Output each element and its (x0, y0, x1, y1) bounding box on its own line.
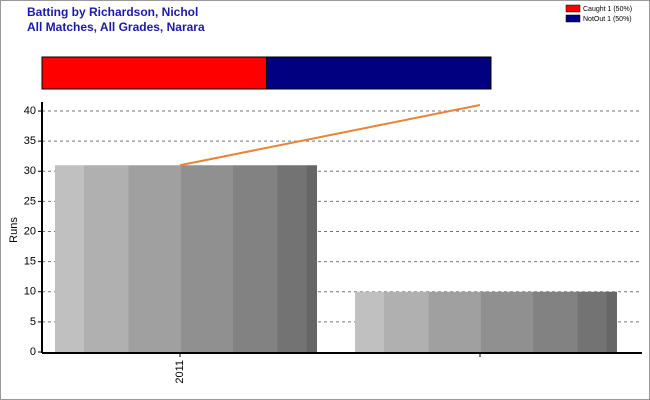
chart-title: Batting by Richardson, Nichol (27, 5, 198, 19)
y-tick-label: 35 (24, 135, 36, 147)
y-tick-label: 5 (30, 316, 36, 328)
legend-label: Caught 1 (50%) (583, 6, 632, 13)
y-tick-label: 30 (24, 165, 36, 177)
y-tick-label: 20 (24, 225, 36, 237)
bar (55, 165, 317, 352)
line (179, 104, 481, 167)
y-tick-label: 15 (24, 256, 36, 268)
y-tick-label: 10 (24, 286, 36, 298)
bar (355, 291, 617, 352)
dismissal-segment (41, 56, 267, 90)
legend-label: NotOut 1 (50%) (583, 16, 632, 23)
y-tick-label: 40 (24, 105, 36, 117)
x-tick-label: 2011 (174, 360, 186, 384)
y-axis-label: Runs (8, 217, 20, 243)
y-tick-label: 0 (30, 346, 36, 358)
dismissal-segment (266, 56, 492, 90)
chart-subtitle: All Matches, All Grades, Narara (27, 20, 205, 34)
legend-swatch (565, 4, 581, 13)
legend-swatch (565, 14, 581, 23)
y-tick-label: 25 (24, 195, 36, 207)
